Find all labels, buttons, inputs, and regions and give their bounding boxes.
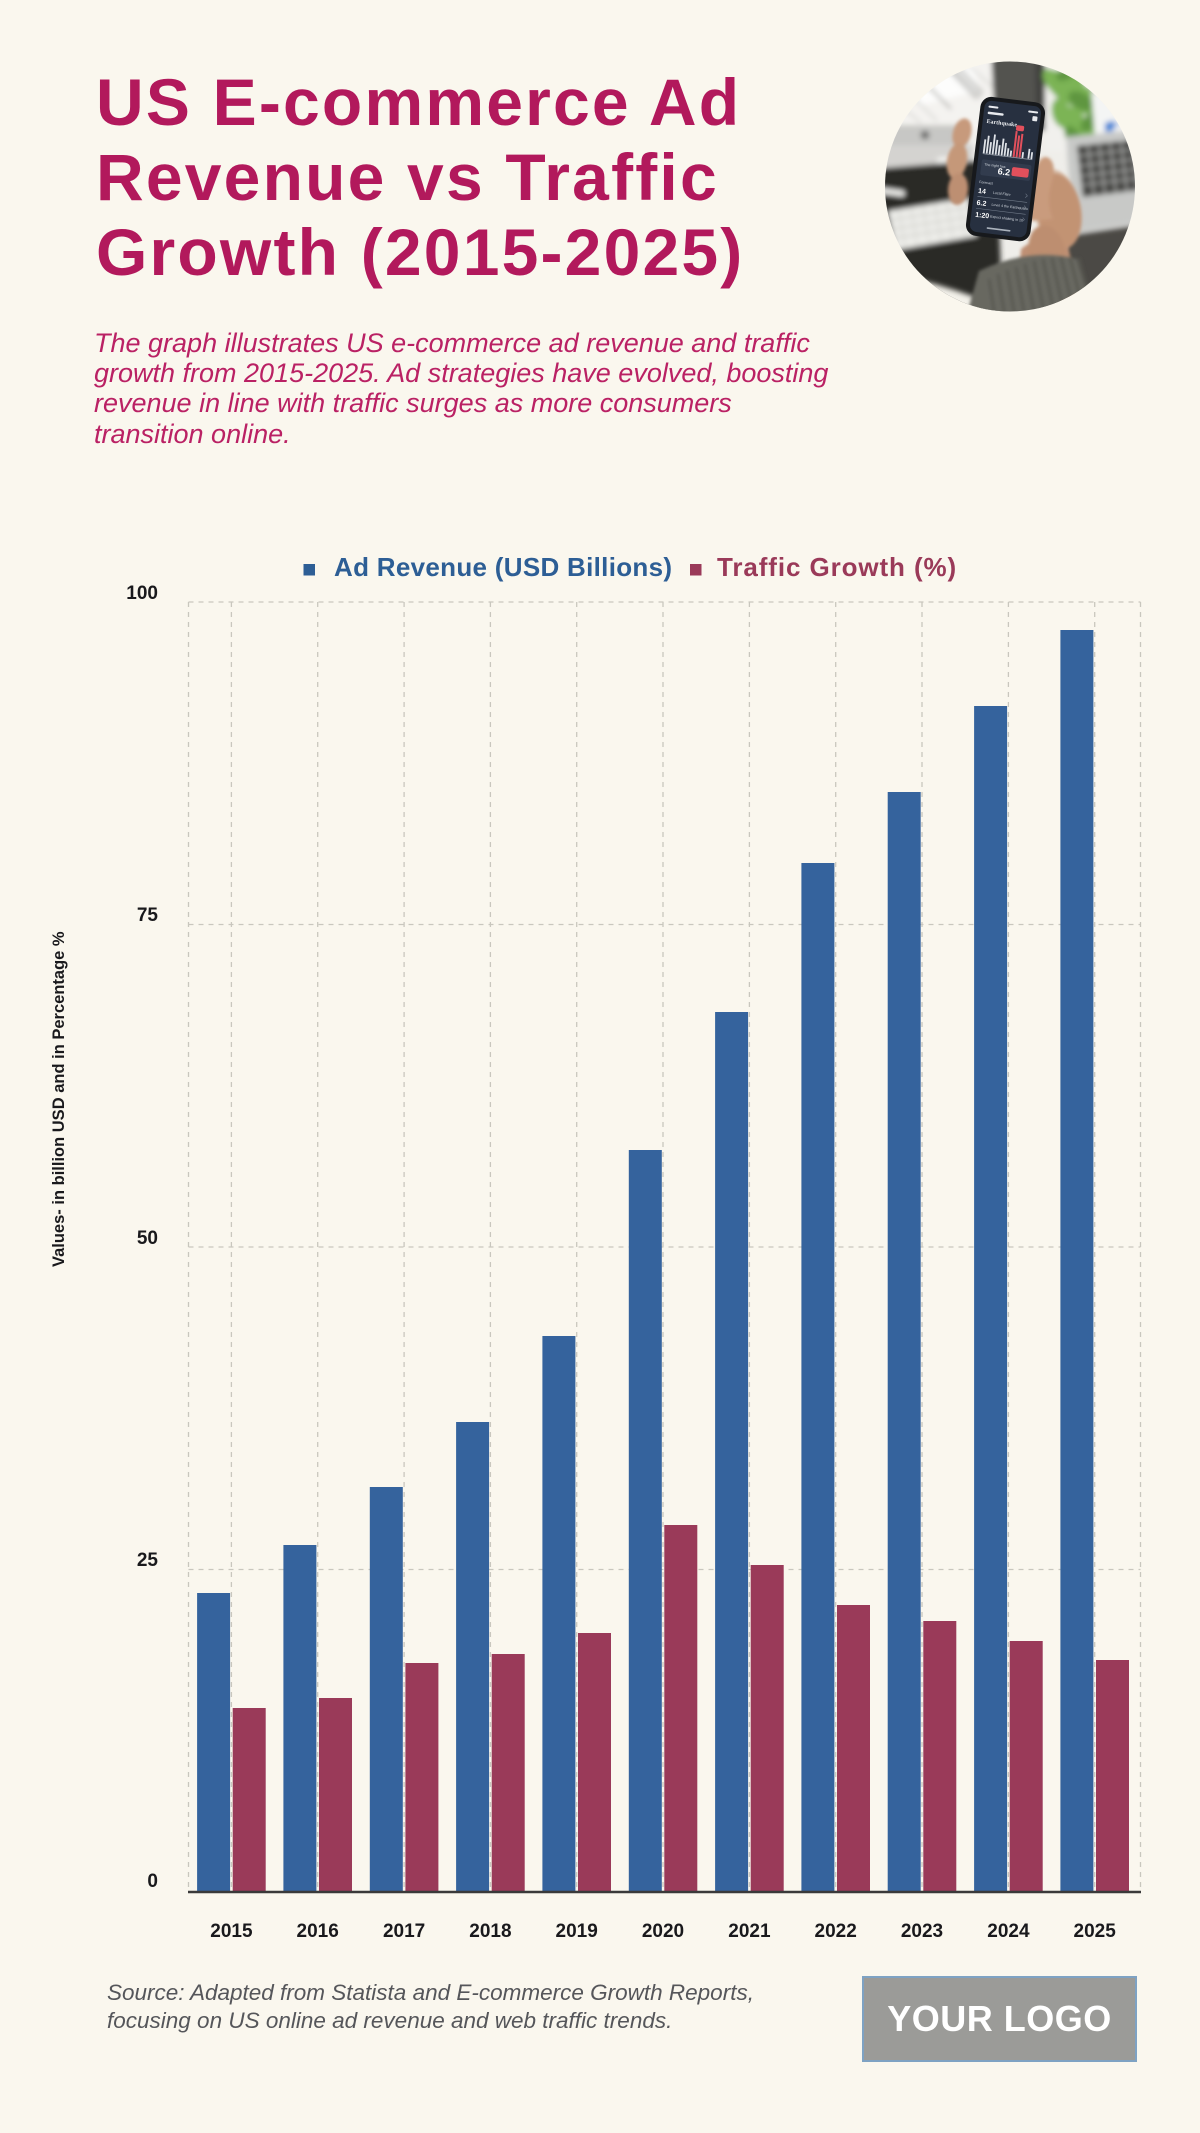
svg-text:Local Flare: Local Flare [993,191,1011,197]
svg-text:0: 0 [147,1871,158,1892]
svg-text:Expect shaking in 10: Expect shaking in 10 [990,215,1023,223]
svg-text:100: 100 [126,583,158,604]
svg-text:75: 75 [137,905,159,926]
svg-text:The night has: The night has [984,162,1006,169]
svg-text:2019: 2019 [556,1921,598,1942]
svg-text:Level 4 the Earthquake: Level 4 the Earthquake [991,203,1028,211]
svg-text:6.2: 6.2 [976,200,987,208]
svg-text:2022: 2022 [815,1921,857,1942]
svg-text:Traffic Growth (%): Traffic Growth (%) [717,552,957,582]
svg-text:2021: 2021 [728,1921,771,1942]
svg-text:14: 14 [978,188,987,196]
svg-text:Values- in billion USD and in: Values- in billion USD and in Percentage… [50,931,68,1267]
svg-text:Forecast: Forecast [979,180,993,186]
svg-text:25: 25 [137,1550,159,1571]
svg-text:Earthquake: Earthquake [986,119,1017,129]
svg-text:50: 50 [137,1228,158,1249]
svg-text:2024: 2024 [987,1921,1030,1942]
svg-text:2020: 2020 [642,1921,684,1942]
svg-text:Ad Revenue (USD Billions): Ad Revenue (USD Billions) [334,552,672,582]
svg-text:2023: 2023 [901,1921,943,1942]
svg-text:6.2: 6.2 [997,166,1011,177]
svg-text:2017: 2017 [383,1921,425,1942]
svg-text:2016: 2016 [297,1921,339,1942]
svg-text:2015: 2015 [210,1921,253,1942]
svg-text:1:20: 1:20 [975,212,990,221]
svg-text:2025: 2025 [1074,1921,1117,1942]
svg-text:2018: 2018 [469,1921,511,1942]
